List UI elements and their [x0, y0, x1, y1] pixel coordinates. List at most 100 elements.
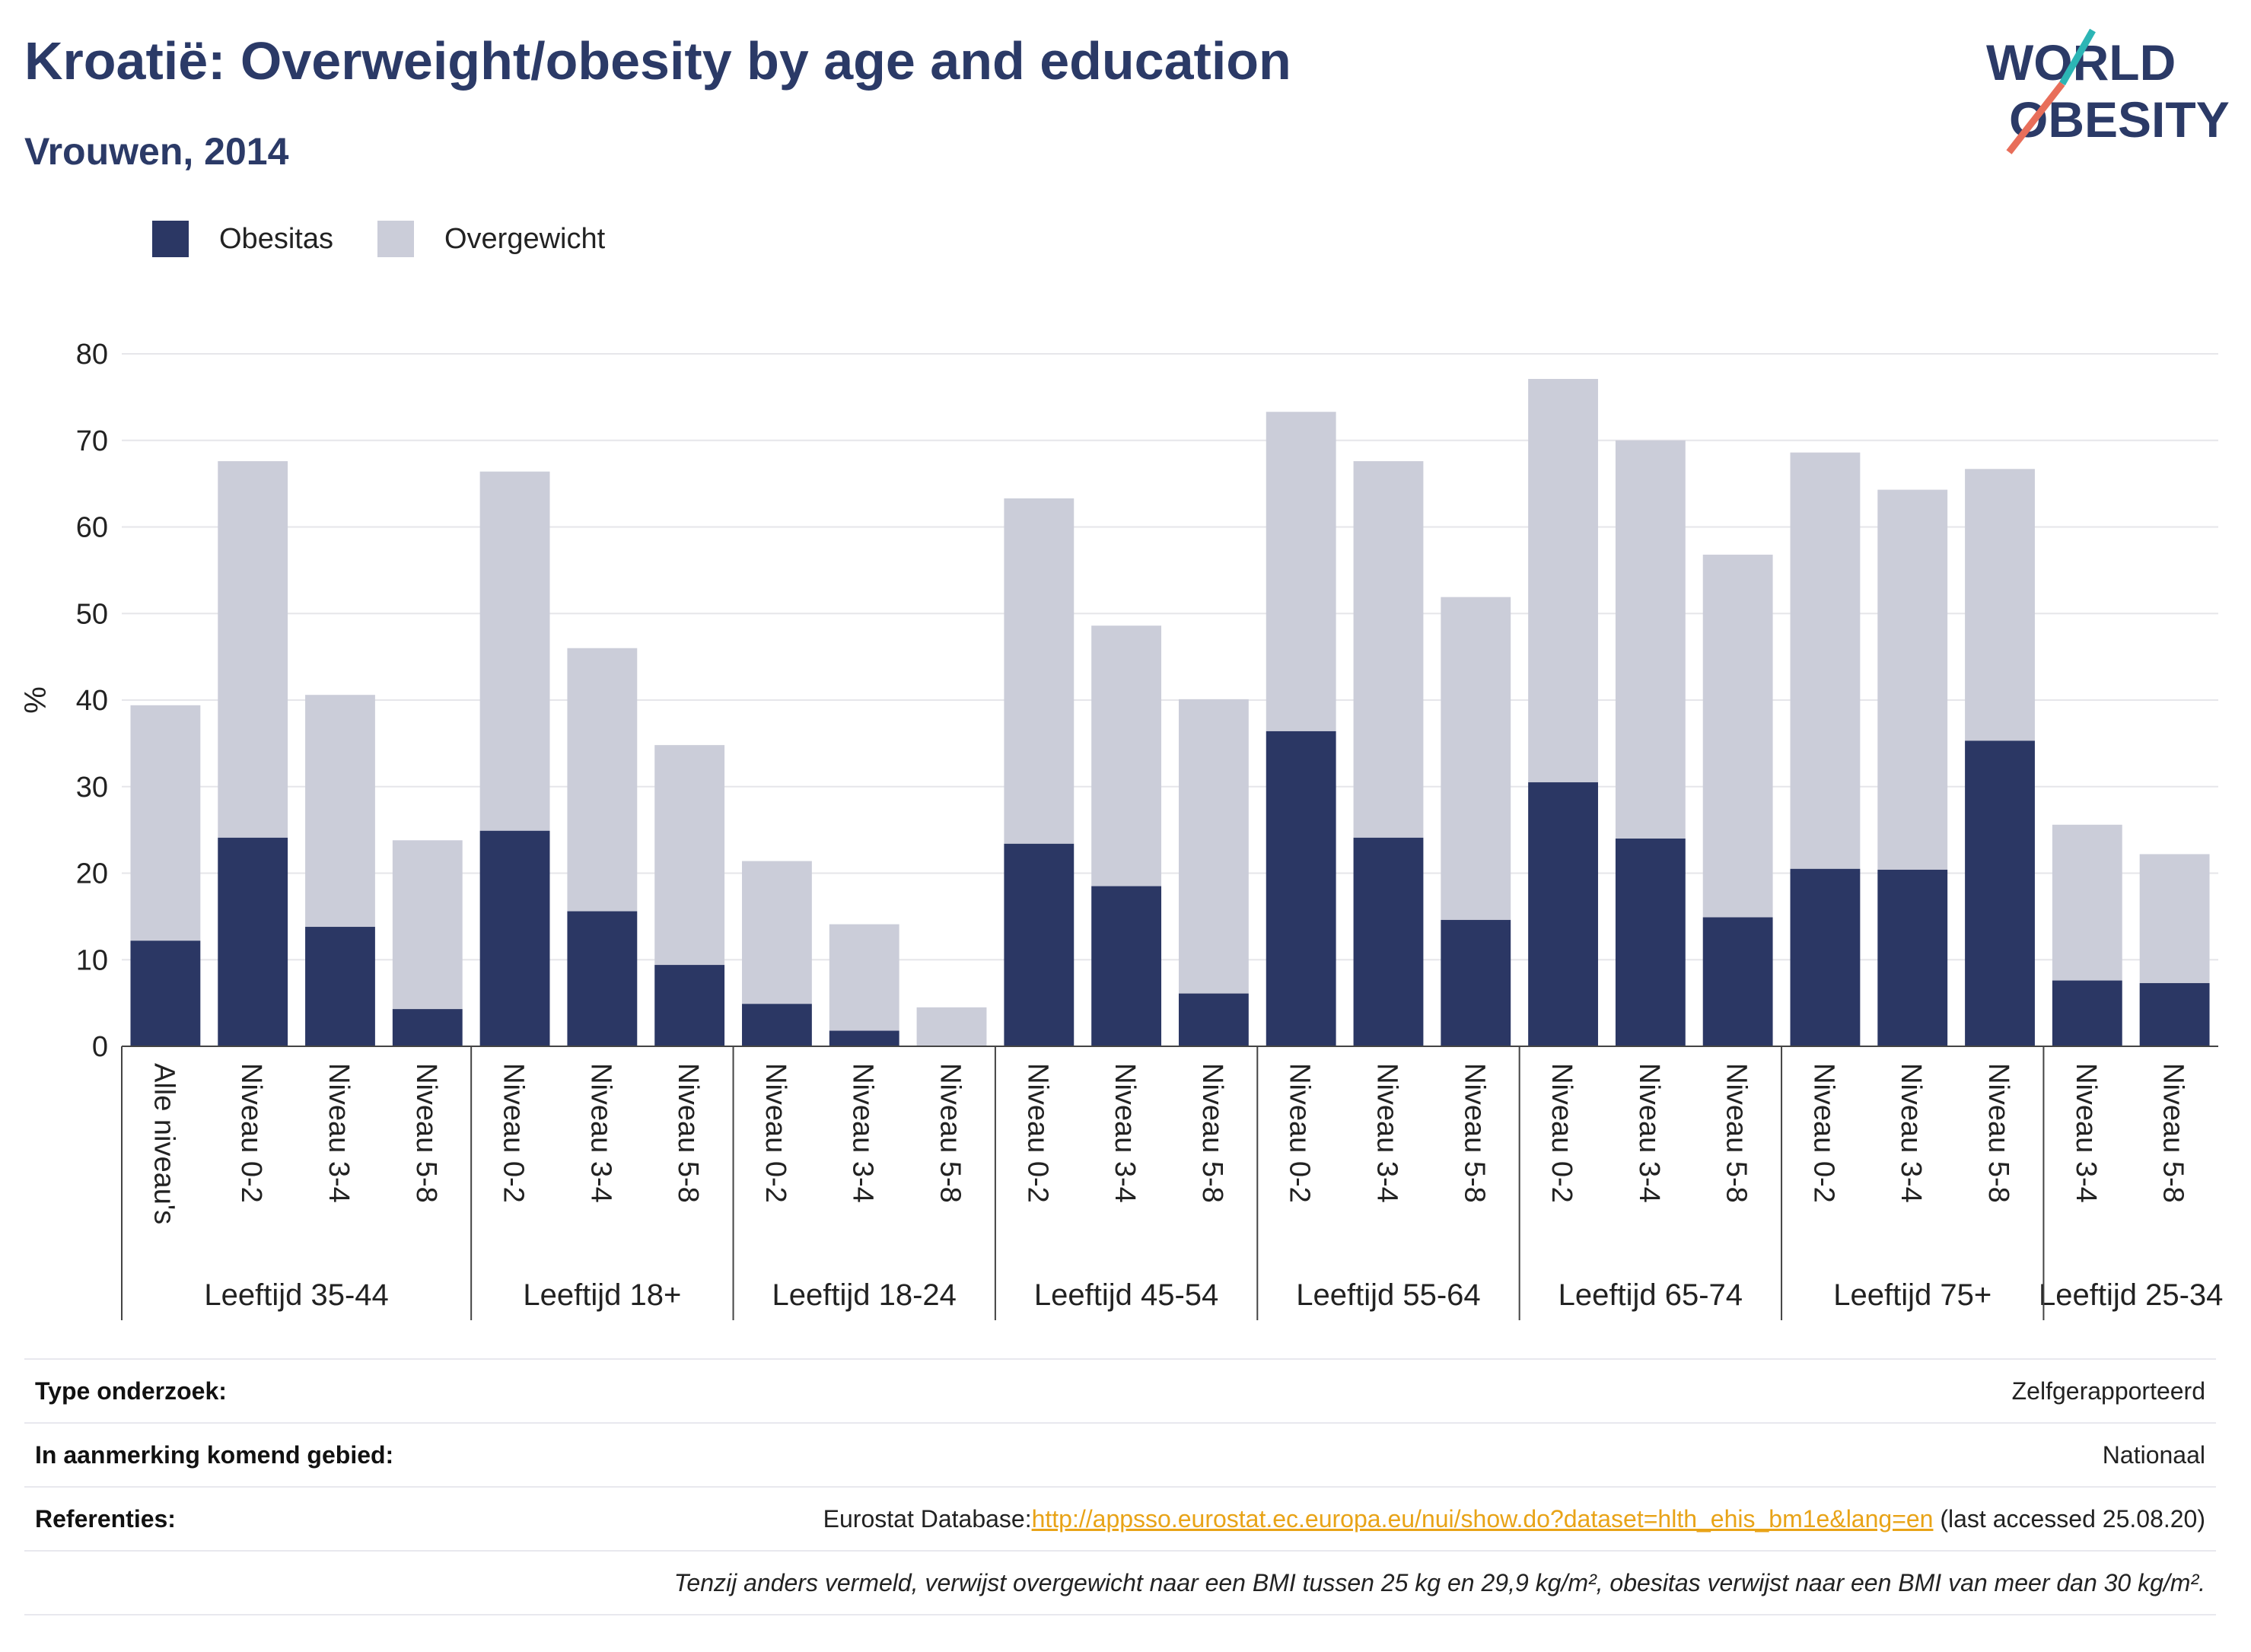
bar-obesitas [1790, 868, 1861, 1046]
y-axis-label: % [19, 686, 53, 714]
bar-overgewicht [1528, 378, 1598, 783]
bar-overgewicht [218, 461, 288, 838]
y-tick-label: 10 [76, 944, 108, 976]
bar-obesitas [392, 1009, 463, 1046]
info-row-area: In aanmerking komend gebied: Nationaal [24, 1422, 2216, 1486]
bar-overgewicht [1965, 469, 2035, 741]
bar-overgewicht [1091, 625, 1162, 886]
x-tick-label: Niveau 0-2 [1284, 1063, 1316, 1203]
logo-accent-teal [2059, 28, 2096, 86]
bar-obesitas [1441, 919, 1511, 1046]
x-tick-label: Niveau 5-8 [934, 1063, 966, 1203]
bar-overgewicht [1178, 699, 1249, 994]
bar-obesitas [479, 830, 550, 1046]
legend-swatch-overgewicht [377, 221, 414, 257]
bar-overgewicht [1877, 489, 1948, 870]
bar-obesitas [1877, 869, 1948, 1046]
bar-overgewicht [567, 648, 638, 912]
x-tick-label: Niveau 5-8 [1982, 1063, 2014, 1203]
bar-obesitas [2052, 980, 2122, 1046]
bar-obesitas [1965, 740, 2035, 1046]
x-tick-label: Niveau 3-4 [323, 1063, 355, 1203]
bar-obesitas [1004, 843, 1075, 1046]
bar-obesitas [654, 965, 725, 1046]
definition-note: Tenzij anders vermeld, verwijst overgewi… [673, 1568, 2205, 1596]
x-tick-label: Niveau 5-8 [410, 1063, 442, 1203]
bar-obesitas [1266, 731, 1336, 1046]
survey-value: Zelfgerapporteerd [2011, 1377, 2205, 1405]
x-tick-label: Niveau 3-4 [584, 1063, 616, 1203]
x-tick-label: Niveau 3-4 [2070, 1063, 2102, 1203]
x-tick-label: Niveau 0-2 [1546, 1063, 1578, 1203]
bar-obesitas [218, 837, 288, 1046]
bar-obesitas [829, 1030, 899, 1046]
bar-overgewicht [1004, 498, 1075, 844]
x-tick-label: Niveau 0-2 [1021, 1063, 1053, 1203]
bar-overgewicht [916, 1007, 987, 1046]
y-tick-label: 0 [92, 1031, 108, 1063]
group-label: Leeftijd 65-74 [1559, 1278, 1743, 1312]
legend-label-obesitas: Obesitas [219, 222, 333, 255]
group-label: Leeftijd 18+ [523, 1278, 681, 1312]
bar-obesitas [130, 941, 201, 1046]
bar-obesitas [1528, 782, 1598, 1046]
x-tick-label: Niveau 5-8 [672, 1063, 704, 1203]
bar-obesitas [1178, 993, 1249, 1046]
y-tick-label: 50 [76, 598, 108, 630]
bar-obesitas [1702, 917, 1773, 1046]
x-tick-label: Niveau 3-4 [847, 1063, 879, 1203]
page-subtitle: Vrouwen, 2014 [24, 130, 289, 173]
y-tick-label: 70 [76, 425, 108, 457]
legend-swatch-obesitas [152, 221, 189, 257]
bar-obesitas [1353, 837, 1424, 1046]
x-tick-label: Niveau 3-4 [1633, 1063, 1665, 1203]
group-label: Leeftijd 55-64 [1296, 1278, 1480, 1312]
x-tick-label: Niveau 3-4 [1109, 1063, 1141, 1203]
survey-label: Type onderzoek: [35, 1377, 227, 1405]
references-value: Eurostat Database:http://appsso.eurostat… [823, 1505, 2205, 1533]
x-tick-label: Niveau 3-4 [1895, 1063, 1927, 1203]
bar-overgewicht [479, 471, 550, 831]
bar-overgewicht [130, 705, 201, 941]
y-tick-label: 40 [76, 685, 108, 717]
x-tick-label: Niveau 0-2 [498, 1063, 530, 1203]
group-label: Leeftijd 25-34 [2039, 1278, 2223, 1312]
x-tick-label: Niveau 5-8 [1721, 1063, 1753, 1203]
references-label: Referenties: [35, 1504, 176, 1533]
world-obesity-logo: WORLD OBESITY [1986, 28, 2230, 154]
y-tick-label: 30 [76, 772, 108, 804]
legend-item-obesitas: Obesitas [152, 221, 333, 257]
bar-overgewicht [1266, 412, 1336, 731]
logo-word-world: WORLD [1986, 34, 2176, 91]
bar-overgewicht [305, 695, 375, 928]
y-tick-label: 60 [76, 512, 108, 544]
x-tick-label: Niveau 0-2 [235, 1063, 267, 1203]
bar-overgewicht [829, 924, 899, 1031]
bar-obesitas [1091, 886, 1162, 1046]
bar-obesitas [2139, 982, 2210, 1046]
bar-overgewicht [1702, 554, 1773, 918]
info-table: Type onderzoek: Zelfgerapporteerd In aan… [24, 1358, 2216, 1615]
info-row-note: Tenzij anders vermeld, verwijst overgewi… [24, 1550, 2216, 1615]
bar-overgewicht [1615, 440, 1686, 839]
bar-overgewicht [1353, 461, 1424, 838]
area-value: Nationaal [2102, 1440, 2205, 1469]
reference-link[interactable]: http://appsso.eurostat.ec.europa.eu/nui/… [1031, 1504, 1934, 1533]
x-tick-label: Niveau 5-8 [1196, 1063, 1228, 1203]
bar-overgewicht [1790, 452, 1861, 869]
stacked-bar-chart: 0 10 20 30 40 50 60 70 80% Alle niveau's Niveau 0-… [19, 339, 2223, 1320]
group-label: Leeftijd 75+ [1833, 1278, 1992, 1312]
reference-prefix: Eurostat Database: [823, 1504, 1032, 1533]
info-row-references: Referenties: Eurostat Database:http://ap… [24, 1486, 2216, 1550]
y-tick-label: 20 [76, 858, 108, 890]
group-label: Leeftijd 35-44 [204, 1278, 388, 1312]
bar-overgewicht [742, 861, 812, 1004]
page-title: Kroatië: Overweight/obesity by age and e… [24, 31, 1291, 91]
bar-obesitas [567, 911, 638, 1046]
y-tick-label: 80 [76, 339, 108, 371]
legend-item-overgewicht: Overgewicht [377, 221, 605, 257]
chart-legend: Obesitas Overgewicht [152, 221, 649, 257]
bar-obesitas [742, 1004, 812, 1046]
logo-accent-red [2006, 81, 2065, 154]
info-row-survey: Type onderzoek: Zelfgerapporteerd [24, 1358, 2216, 1422]
